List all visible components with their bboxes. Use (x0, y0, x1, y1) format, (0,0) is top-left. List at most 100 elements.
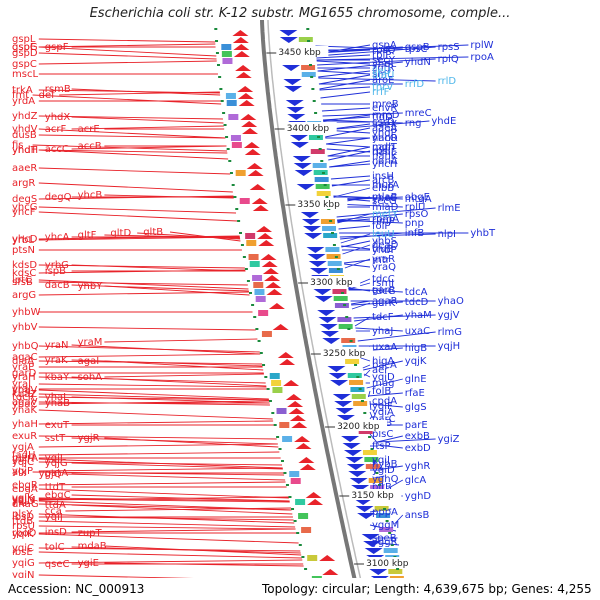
reverse-gene-label[interactable]: secY (372, 55, 396, 66)
reverse-gene-label[interactable]: yqjD (372, 372, 395, 383)
forward-gene-label[interactable]: gspL (12, 34, 36, 45)
reverse-gene-label[interactable]: rplU (405, 202, 426, 213)
reverse-gene-label[interactable]: truB (372, 244, 393, 255)
reverse-gene-label[interactable]: speB (372, 533, 397, 544)
reverse-gene-label[interactable]: hanK (372, 151, 398, 162)
forward-gene-label[interactable]: yhaK (12, 405, 37, 416)
forward-gene-label[interactable]: yraN (45, 340, 69, 351)
reverse-gene-label[interactable]: glnE (405, 374, 427, 385)
reverse-gene-label[interactable]: folB (372, 386, 391, 397)
forward-gene-label[interactable]: def (39, 90, 56, 101)
forward-gene-label[interactable]: plsY (12, 509, 33, 520)
forward-gene-label[interactable]: dusB (12, 130, 37, 141)
forward-gene-label[interactable]: argG (12, 290, 36, 301)
reverse-gene-label[interactable]: yhdP (372, 128, 397, 139)
forward-gene-label[interactable]: gltD (110, 228, 131, 239)
forward-gene-label[interactable]: gspD (12, 48, 38, 59)
reverse-gene-label[interactable]: insH (372, 171, 394, 182)
reverse-gene-label[interactable]: rpmA (372, 214, 399, 225)
forward-gene-label[interactable]: trkA (12, 85, 33, 96)
reverse-gene-label[interactable]: rrfF (372, 87, 390, 98)
forward-gene-label[interactable]: ygjP (12, 466, 33, 477)
reverse-gene-label[interactable]: higB (405, 343, 427, 354)
forward-gene-label[interactable]: yhdT (12, 145, 38, 156)
forward-gene-label[interactable]: rpsU (12, 521, 35, 532)
reverse-gene-label[interactable]: ygiZ (438, 434, 460, 445)
reverse-gene-label[interactable]: pnp (405, 218, 424, 229)
forward-gene-label[interactable]: yqiK (12, 529, 34, 540)
forward-gene-label[interactable]: accC (45, 144, 69, 155)
forward-gene-label[interactable]: rsmB (45, 84, 71, 95)
forward-gene-label[interactable]: dnaG (12, 499, 39, 510)
reverse-gene-label[interactable]: csrD (372, 117, 395, 128)
forward-gene-label[interactable]: yqjD (12, 496, 35, 507)
reverse-gene-label[interactable]: rlmE (438, 203, 461, 214)
reverse-gene-label[interactable]: rplW (470, 40, 493, 51)
reverse-gene-label[interactable]: smf (372, 69, 391, 80)
forward-gene-label[interactable]: zupT (78, 528, 103, 539)
reverse-gene-label[interactable]: yhbS (372, 236, 397, 247)
reverse-gene-label[interactable]: yghD (405, 491, 432, 502)
reverse-gene-label[interactable]: yraQ (372, 262, 396, 273)
forward-gene-label[interactable]: accB (78, 141, 102, 152)
forward-gene-label[interactable]: ptsN (12, 245, 35, 256)
forward-gene-label[interactable]: agaC (12, 352, 38, 363)
forward-gene-label[interactable]: kdsC (12, 268, 36, 279)
forward-gene-label[interactable]: fis (12, 140, 24, 151)
reverse-gene-label[interactable]: yggM (372, 520, 399, 531)
reverse-gene-label[interactable]: ansB (405, 510, 430, 521)
forward-gene-label[interactable]: sohA (78, 372, 103, 383)
forward-gene-label[interactable]: yhdZ (12, 111, 38, 122)
reverse-gene-label[interactable]: rng (405, 118, 422, 129)
forward-gene-label[interactable]: yhcD (12, 234, 38, 245)
reverse-gene-label[interactable]: yhaJ (372, 326, 393, 337)
forward-gene-label[interactable]: ygiN (12, 570, 35, 581)
forward-gene-label[interactable]: alx (12, 467, 27, 478)
forward-gene-label[interactable]: yqjC (12, 457, 34, 468)
forward-gene-label[interactable]: yhaL (45, 392, 69, 403)
reverse-gene-label[interactable]: yggR (372, 537, 398, 548)
reverse-gene-label[interactable]: yqjH (438, 341, 461, 352)
forward-gene-label[interactable]: fmt (12, 90, 29, 101)
forward-gene-label[interactable]: yraJ (12, 384, 31, 395)
forward-gene-label[interactable]: yhbW (12, 307, 41, 318)
forward-gene-label[interactable]: ttdB (12, 516, 33, 527)
forward-gene-label[interactable]: yhaC (12, 399, 37, 410)
forward-gene-label[interactable]: tdcR (12, 392, 35, 403)
reverse-gene-label[interactable]: leuU (372, 229, 395, 240)
reverse-gene-label[interactable]: elbB (372, 183, 394, 194)
forward-gene-label[interactable]: gspF (45, 42, 69, 53)
forward-gene-label[interactable]: gltB (143, 227, 163, 238)
forward-gene-label[interactable]: yqjG (45, 458, 68, 469)
forward-gene-label[interactable]: yhaB (45, 398, 70, 409)
forward-gene-label[interactable]: ebgA (12, 484, 38, 495)
reverse-gene-label[interactable]: yqiA (372, 407, 394, 418)
forward-gene-label[interactable]: yqiC (12, 543, 34, 554)
reverse-gene-label[interactable]: mreD (372, 110, 400, 121)
forward-gene-label[interactable]: yhcA (45, 232, 70, 243)
reverse-gene-label[interactable]: nanA (372, 156, 398, 167)
reverse-gene-label[interactable]: garK (372, 298, 396, 309)
forward-gene-label[interactable]: gltF (78, 230, 97, 241)
forward-gene-label[interactable]: yqjH (12, 454, 35, 465)
forward-gene-label[interactable]: dacB (45, 280, 70, 291)
forward-gene-label[interactable]: mzrA (12, 453, 38, 464)
forward-gene-label[interactable]: agaV (12, 397, 38, 408)
forward-gene-label[interactable]: qseC (45, 559, 70, 570)
forward-gene-label[interactable]: acrF (45, 124, 67, 135)
reverse-gene-label[interactable]: pppA (372, 507, 398, 518)
reverse-gene-label[interactable]: tdcD (405, 297, 429, 308)
forward-gene-label[interactable]: sfsB (12, 277, 33, 288)
reverse-gene-label[interactable]: yhdN (405, 57, 431, 68)
reverse-gene-label[interactable]: cpdA (372, 396, 397, 407)
forward-gene-label[interactable]: yhaV (12, 385, 37, 396)
reverse-gene-label[interactable]: gspB (405, 42, 430, 53)
reverse-gene-label[interactable]: aaeX (372, 119, 397, 130)
forward-gene-label[interactable]: kdsD (12, 260, 37, 271)
forward-gene-label[interactable]: yqiG (12, 558, 35, 569)
reverse-gene-label[interactable]: uxaA (372, 342, 397, 353)
reverse-gene-label[interactable]: aaeA (372, 123, 397, 134)
reverse-gene-label[interactable]: yhdE (431, 116, 456, 127)
reverse-gene-label[interactable]: mreB (372, 99, 399, 110)
forward-gene-label[interactable]: yqjI (45, 453, 63, 464)
